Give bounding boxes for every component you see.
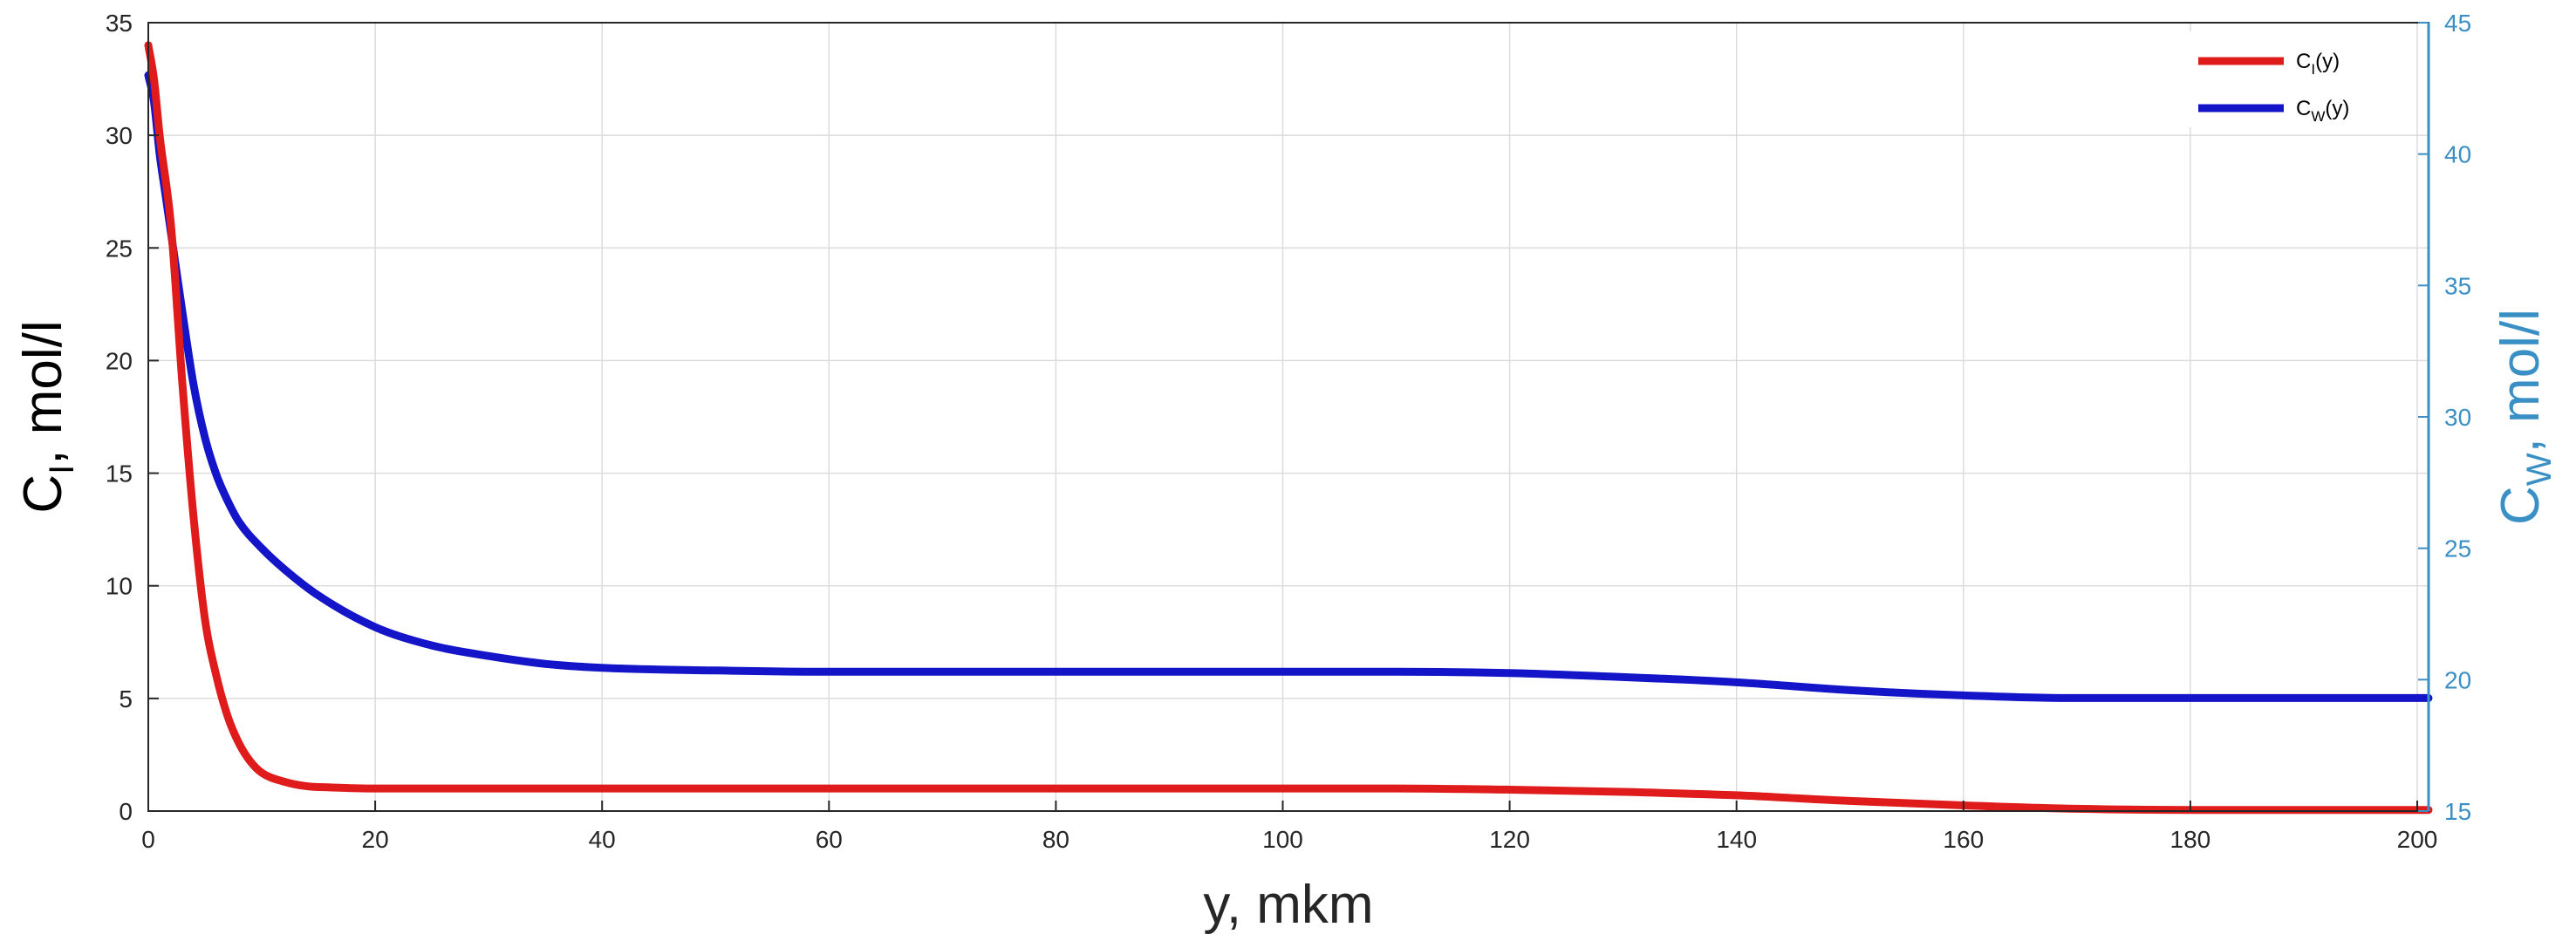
x-axis-ticks: 0 20 40 60 80 100 120 140 160 180 200 [141, 801, 2437, 853]
series-line-ci [144, 41, 2433, 815]
left-y-axis-title-main: C [13, 474, 73, 514]
x-axis-title: y, mkm [1203, 875, 1373, 935]
left-y-tick-label-1: 5 [119, 685, 133, 713]
right-y-axis-ticks: 15 20 25 30 35 40 45 [2418, 10, 2471, 825]
right-y-tick-label-4: 35 [2444, 272, 2471, 299]
left-y-tick-label-6: 30 [106, 122, 133, 149]
x-tick-label-8: 160 [1943, 826, 1984, 853]
right-y-tick-label-1: 20 [2444, 666, 2471, 693]
grid [147, 22, 2429, 812]
plot-area-frame [147, 22, 2429, 812]
x-tick-label-1: 20 [362, 826, 389, 853]
right-y-tick-label-6: 45 [2444, 10, 2471, 37]
x-tick-label-3: 60 [816, 826, 843, 853]
left-y-tick-label-4: 20 [106, 347, 133, 374]
left-y-tick-label-0: 0 [119, 798, 133, 825]
left-y-tick-label-5: 25 [106, 235, 133, 262]
right-y-tick-label-5: 40 [2444, 141, 2471, 168]
x-tick-label-7: 140 [1716, 826, 1757, 853]
legend-label-ci-main: C [2296, 50, 2311, 73]
x-tick-label-9: 180 [2170, 826, 2211, 853]
legend-label-ci: CI(y) [2296, 50, 2340, 78]
legend-label-cw-sub: W [2311, 108, 2325, 125]
left-y-tick-label-7: 35 [106, 10, 133, 37]
x-tick-label-0: 0 [141, 826, 155, 853]
right-y-tick-label-2: 25 [2444, 535, 2471, 563]
left-y-tick-label-2: 10 [106, 573, 133, 600]
x-tick-label-5: 100 [1262, 826, 1303, 853]
right-y-tick-label-0: 15 [2444, 798, 2471, 825]
x-tick-label-4: 80 [1042, 826, 1069, 853]
right-y-axis-title-sub: W [2520, 453, 2559, 486]
left-y-axis-title: CI, mol/l [13, 320, 81, 513]
right-y-axis-title-main: C [2491, 486, 2551, 525]
right-y-tick-label-3: 30 [2444, 404, 2471, 431]
legend-label-cw: CW(y) [2296, 97, 2349, 125]
x-tick-label-10: 200 [2397, 826, 2438, 853]
x-tick-label-6: 120 [1489, 826, 1530, 853]
left-y-axis-title-sub: I [43, 465, 81, 474]
left-y-axis-ticks: 0 5 10 15 20 25 30 35 [106, 10, 159, 825]
legend-label-ci-rest: (y) [2315, 50, 2340, 73]
series-line-cw [144, 71, 2433, 702]
legend: CI(y) CW(y) [2181, 31, 2416, 127]
legend-label-ci-sub: I [2311, 61, 2315, 78]
left-y-tick-label-3: 15 [106, 460, 133, 488]
right-y-axis-title: CW, mol/l [2491, 309, 2559, 525]
left-y-axis-title-rest: , mol/l [13, 320, 73, 464]
right-y-axis-title-rest: , mol/l [2491, 309, 2551, 453]
x-tick-label-2: 40 [589, 826, 616, 853]
legend-label-cw-rest: (y) [2325, 97, 2349, 120]
series-layer [144, 41, 2433, 815]
legend-label-cw-main: C [2296, 97, 2311, 120]
